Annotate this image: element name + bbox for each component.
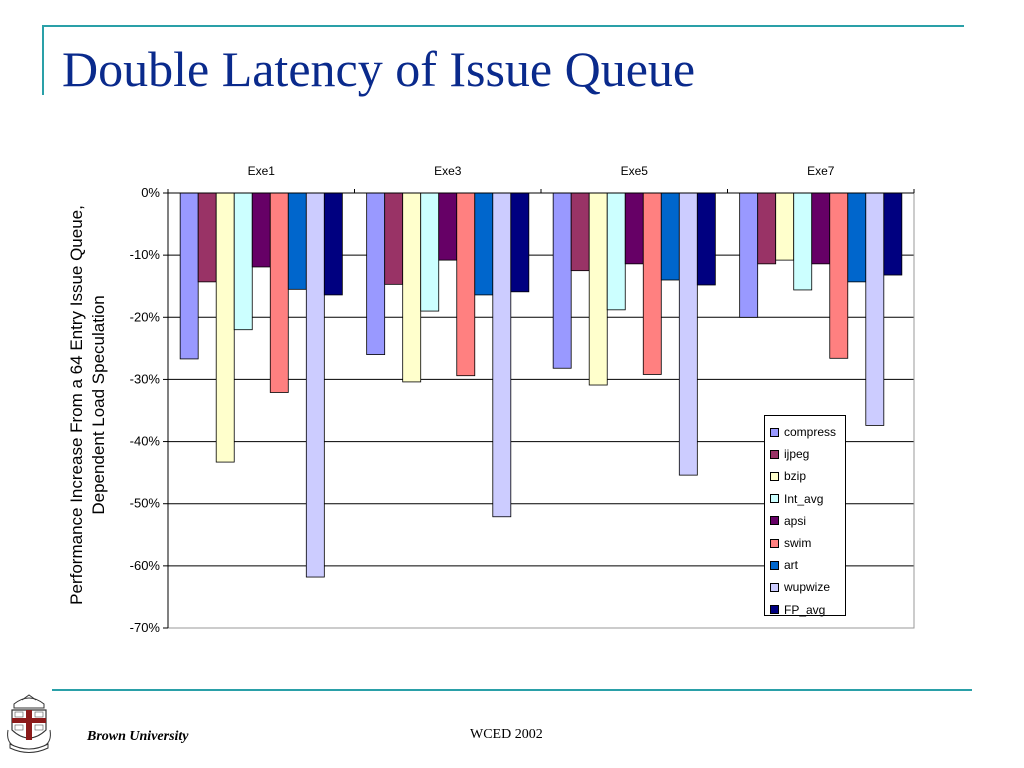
category-labels: Exe1 Exe3 Exe5 Exe7 [167, 164, 915, 194]
legend-label: swim [784, 536, 812, 551]
legend-label: apsi [784, 513, 807, 528]
brown-university-seal [7, 694, 51, 753]
footer-conference: WCED 2002 [470, 727, 543, 742]
bar-int-avg-exe5 [606, 192, 626, 311]
bar-bzip-exe1 [215, 192, 235, 463]
legend-swatch [770, 582, 779, 592]
legend-swatch [770, 449, 779, 459]
y-axis-label: Performance Increase From a 64 Entry Iss… [67, 205, 108, 605]
legend-label: FP_avg [784, 602, 826, 617]
bar-fp-avg-exe3 [510, 192, 530, 293]
category-label: Exe7 [807, 164, 835, 178]
bar-swim-exe1 [269, 192, 289, 393]
legend-swatch [770, 516, 779, 526]
y-tick-label: -40% [130, 434, 161, 449]
bar-apsi-exe1 [251, 192, 271, 268]
legend-item: apsi [770, 510, 845, 532]
legend-item: art [770, 554, 845, 576]
legend-item: compress [770, 421, 845, 443]
legend-swatch [770, 538, 779, 548]
legend-item: FP_avg [770, 599, 845, 621]
bar-int-avg-exe7 [793, 192, 813, 291]
legend-swatch [770, 560, 779, 570]
bar-apsi-exe5 [624, 192, 644, 265]
bar-chart: 0%-10%-20%-30%-40%-50%-60%-70% Exe1 Exe3 E… [67, 164, 915, 635]
chart-container: 0% -10% -20% -30% -40% -50% -60% -70% Exe1 Exe3 E… [0, 150, 1024, 650]
legend-label: Int_avg [784, 491, 824, 506]
bar-art-exe5 [660, 192, 680, 281]
legend-swatch [770, 605, 779, 615]
y-axis-ticks: 0% -10% -20% -30% -40% -50% -60% -70% [130, 185, 168, 635]
slide-title: Double Latency of Issue Queue [62, 41, 696, 97]
y-axis-label-line: Dependent Load Speculation [89, 295, 108, 514]
legend-swatch [770, 427, 779, 437]
y-tick-label: -60% [130, 558, 161, 573]
y-tick-label: -20% [130, 309, 161, 324]
title-side-rule [42, 25, 44, 95]
y-axis-label-line: Performance Increase From a 64 Entry Iss… [67, 205, 86, 605]
bar-wupwize-exe3 [492, 192, 512, 518]
bar-ijpeg-exe5 [570, 192, 590, 272]
bar-apsi-exe7 [811, 192, 831, 265]
bar-wupwize-exe7 [865, 192, 885, 426]
legend-label: bzip [784, 469, 807, 484]
legend-label: wupwize [784, 580, 831, 595]
bar-apsi-exe3 [438, 192, 458, 261]
bars [179, 192, 903, 578]
legend-swatch [770, 471, 779, 481]
legend-label: ijpeg [784, 447, 810, 462]
bar-wupwize-exe5 [678, 192, 698, 476]
y-tick-label: -10% [130, 247, 161, 262]
legend-item: wupwize [770, 576, 845, 598]
bar-swim-exe7 [829, 192, 849, 359]
bar-ijpeg-exe1 [197, 192, 217, 283]
bar-fp-avg-exe1 [323, 192, 343, 296]
legend-swatch [770, 494, 779, 504]
category-label: Exe1 [248, 164, 276, 178]
bar-fp-avg-exe7 [883, 192, 903, 276]
bar-ijpeg-exe7 [757, 192, 777, 265]
bar-art-exe1 [287, 192, 307, 290]
bar-wupwize-exe1 [305, 192, 325, 578]
category-label: Exe3 [434, 164, 462, 178]
bar-bzip-exe7 [775, 192, 795, 261]
bar-bzip-exe3 [402, 192, 422, 383]
bar-ijpeg-exe3 [384, 192, 404, 285]
legend-label: compress [784, 425, 837, 440]
legend-label: art [784, 558, 799, 573]
bar-compress-exe7 [739, 192, 759, 318]
bar-art-exe7 [847, 192, 867, 283]
legend-item: Int_avg [770, 488, 845, 510]
bar-compress-exe5 [552, 192, 572, 369]
bar-compress-exe1 [179, 192, 199, 360]
legend-item: swim [770, 532, 845, 554]
bar-fp-avg-exe5 [696, 192, 716, 286]
y-tick-label: -50% [130, 496, 161, 511]
footer-institution: Brown University [87, 729, 189, 744]
y-tick-label: -30% [130, 371, 161, 386]
bar-compress-exe3 [366, 192, 386, 355]
bar-art-exe3 [474, 192, 494, 296]
bar-bzip-exe5 [588, 192, 608, 386]
bar-int-avg-exe3 [420, 192, 440, 312]
legend-item: bzip [770, 465, 845, 487]
category-label: Exe5 [621, 164, 649, 178]
y-tick-label: -70% [130, 620, 161, 635]
bar-int-avg-exe1 [233, 192, 253, 331]
y-tick-label: 0% [141, 185, 160, 200]
title-top-rule [42, 25, 964, 27]
footer-rule [52, 689, 972, 691]
bar-swim-exe3 [456, 192, 476, 377]
bar-swim-exe5 [642, 192, 662, 375]
legend-item: ijpeg [770, 443, 845, 465]
